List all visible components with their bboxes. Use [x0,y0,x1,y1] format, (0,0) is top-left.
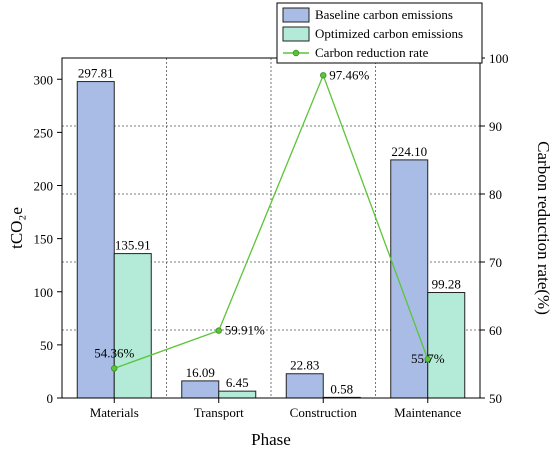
reduction-rate-label: 55.7% [411,351,445,366]
bar-baseline [285,373,324,399]
y2-tick-label: 100 [489,51,509,66]
bar-value-label: 99.28 [432,277,461,292]
y-tick-label: 100 [34,285,54,300]
axes-layer: 0 50 100 150 200 250 300 50 60 70 80 90 100 Materials… [34,51,509,420]
y-tick-label: 300 [34,72,54,87]
legend-box [276,2,483,64]
bar-value-label: 22.83 [290,358,319,373]
reduction-rate-point [424,356,431,363]
reduction-rate-point [320,72,327,79]
bar-baseline [181,380,220,399]
y-tick-label: 150 [34,232,54,247]
legend-marker [292,49,300,57]
x-axis-title: Phase [251,430,291,449]
x-tick-label: Construction [290,405,358,420]
bar-value-label: 224.10 [391,144,427,159]
reduction-rate-label: 97.46% [329,67,369,82]
reduction-rate-point [215,327,222,334]
legend-label: Optimized carbon emissions [315,26,463,41]
y2-tick-label: 90 [489,119,502,134]
bar-optimized [218,390,257,399]
legend: Baseline carbon emissions Optimized carbo… [276,2,483,64]
legend-label: Baseline carbon emissions [315,7,453,22]
bar-value-label: 16.09 [186,365,215,380]
x-tick-label: Transport [194,405,244,420]
x-tick-label: Maintenance [394,405,461,420]
legend-swatch [282,7,310,23]
reduction-rate-label: 59.91% [225,323,265,338]
bar-optimized [113,253,152,399]
reduction-rate-line [114,73,429,369]
y2-tick-label: 50 [489,391,502,406]
bar-value-label: 0.58 [330,381,353,396]
legend-swatch [282,26,310,42]
y-tick-label: 50 [40,338,53,353]
legend-label: Carbon reduction rate [315,45,429,60]
bar-value-label: 6.45 [226,375,249,390]
y2-tick-label: 60 [489,323,502,338]
y-tick-label: 0 [47,391,54,406]
bar-value-label: 135.91 [115,238,151,253]
bar-value-label: 297.81 [78,66,114,81]
bars-layer [76,81,466,399]
bar-optimized [427,292,466,399]
y-tick-label: 250 [34,125,54,140]
y2-tick-label: 80 [489,187,502,202]
y2-tick-label: 70 [489,255,502,270]
y-tick-label: 200 [34,179,54,194]
labels-layer: 297.81 16.09 22.83 224.10 135.91 6.45 0.58 99.2… [78,66,461,397]
reduction-rate-label: 54.36% [94,345,134,360]
y-axis-title: tCO₂e [7,207,26,249]
plot-frame [61,57,481,399]
reduction-rate-point [111,365,118,372]
y2-axis-title: Carbon reduction rate(%) [534,141,550,315]
x-tick-label: Materials [90,405,139,420]
line-layer [111,72,431,372]
